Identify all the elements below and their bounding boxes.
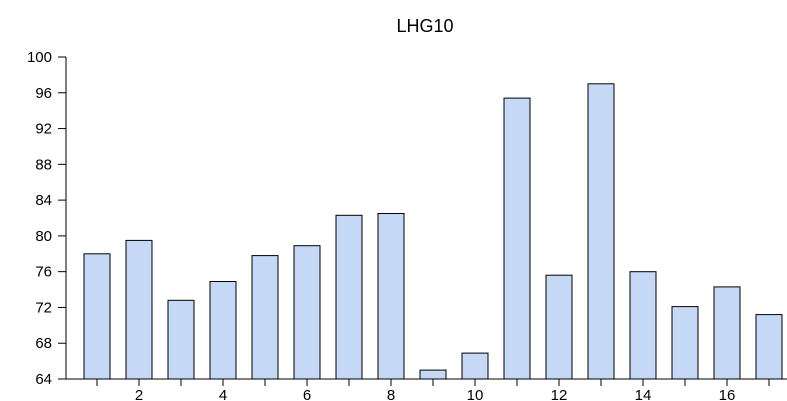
bar-15 <box>671 306 699 380</box>
bar-2 <box>125 239 153 380</box>
y-tick-label-96: 96 <box>35 85 52 102</box>
x-tick-label-8: 8 <box>387 387 395 401</box>
y-tick-label-64: 64 <box>35 371 52 388</box>
y-tick-label-100: 100 <box>27 49 52 66</box>
bar-9 <box>419 369 447 380</box>
y-tick-label-68: 68 <box>35 335 52 352</box>
bar-12 <box>545 274 573 380</box>
bar-13 <box>587 83 615 380</box>
bar-7 <box>335 214 363 380</box>
x-axis-ticks: 2 4 6 8 10 12 14 16 <box>96 379 770 401</box>
x-tick-label-14: 14 <box>635 387 652 401</box>
bar-6 <box>293 245 321 380</box>
bar-3 <box>167 299 195 380</box>
y-tick-label-84: 84 <box>35 192 52 209</box>
x-tick-label-12: 12 <box>551 387 568 401</box>
y-tick-label-76: 76 <box>35 264 52 281</box>
x-tick-label-4: 4 <box>219 387 227 401</box>
y-tick-label-88: 88 <box>35 156 52 173</box>
bar-10 <box>461 352 489 380</box>
y-axis-ticks: 64 68 72 76 80 84 88 92 96 100 <box>27 49 66 388</box>
bar-8 <box>377 213 405 380</box>
bars-group <box>83 83 783 380</box>
x-tick-label-10: 10 <box>467 387 484 401</box>
x-tick-label-2: 2 <box>135 387 143 401</box>
y-tick-label-80: 80 <box>35 228 52 245</box>
bar-16 <box>713 286 741 380</box>
x-tick-label-6: 6 <box>303 387 311 401</box>
x-tick-label-16: 16 <box>719 387 736 401</box>
y-tick-label-72: 72 <box>35 299 52 316</box>
bar-5 <box>251 255 279 380</box>
chart-title: LHG10 <box>396 16 453 36</box>
bar-1 <box>83 253 111 380</box>
bar-4 <box>209 281 237 380</box>
bar-14 <box>629 271 657 380</box>
bar-17 <box>755 314 783 380</box>
bar-11 <box>503 97 531 380</box>
axes-group <box>65 57 787 380</box>
y-tick-label-92: 92 <box>35 121 52 138</box>
